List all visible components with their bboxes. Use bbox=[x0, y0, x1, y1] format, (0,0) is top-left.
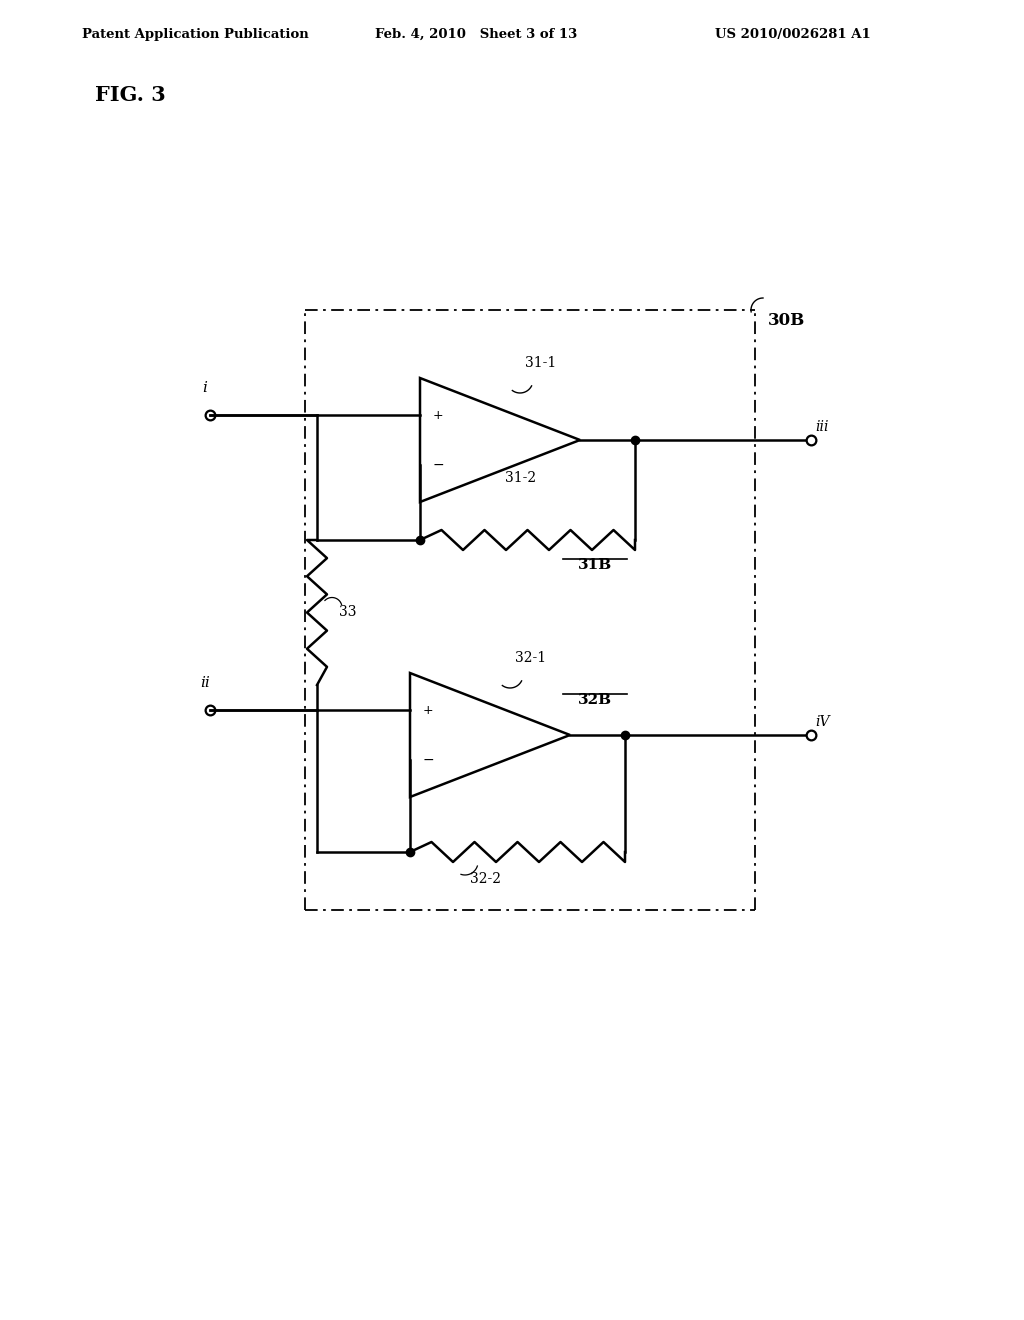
Text: iii: iii bbox=[815, 420, 828, 434]
Text: 31-2: 31-2 bbox=[505, 471, 537, 484]
Text: 31B: 31B bbox=[578, 558, 612, 572]
Text: FIG. 3: FIG. 3 bbox=[95, 84, 166, 106]
Text: 32-2: 32-2 bbox=[469, 873, 501, 886]
Text: 32B: 32B bbox=[578, 693, 612, 708]
Text: i: i bbox=[203, 381, 208, 395]
Text: 32-1: 32-1 bbox=[515, 651, 546, 665]
Text: −: − bbox=[433, 458, 444, 471]
Text: Patent Application Publication: Patent Application Publication bbox=[82, 28, 309, 41]
Text: iV: iV bbox=[815, 715, 829, 729]
Text: +: + bbox=[433, 409, 443, 421]
Text: −: − bbox=[423, 752, 434, 767]
Text: Feb. 4, 2010   Sheet 3 of 13: Feb. 4, 2010 Sheet 3 of 13 bbox=[375, 28, 578, 41]
Text: +: + bbox=[423, 704, 433, 717]
Text: ii: ii bbox=[200, 676, 210, 690]
Text: 30B: 30B bbox=[768, 312, 805, 329]
Text: 33: 33 bbox=[339, 606, 356, 619]
Text: 31-1: 31-1 bbox=[525, 356, 556, 370]
Text: US 2010/0026281 A1: US 2010/0026281 A1 bbox=[715, 28, 870, 41]
